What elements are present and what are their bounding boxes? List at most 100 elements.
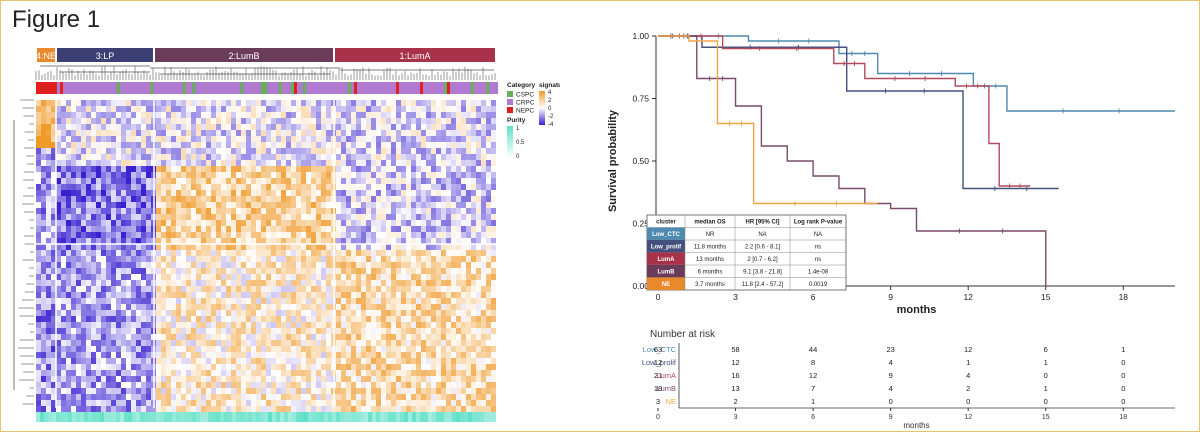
heatmap-cell [446, 340, 451, 346]
heatmap-cell [371, 130, 376, 136]
heatmap-cell [351, 358, 356, 364]
heatmap-cell [76, 370, 81, 376]
heatmap-cell [466, 370, 471, 376]
heatmap-cell [366, 172, 371, 178]
heatmap-cell [51, 346, 56, 352]
heatmap-cell [131, 310, 136, 316]
heatmap-cell [36, 298, 41, 304]
category-cell [204, 82, 207, 94]
heatmap-cell [91, 346, 96, 352]
heatmap-cell [411, 160, 416, 166]
heatmap-cell [381, 376, 386, 382]
heatmap-cell [181, 274, 186, 280]
heatmap-cell [341, 166, 346, 172]
heatmap-cell [221, 142, 226, 148]
heatmap-cell [346, 340, 351, 346]
heatmap-cell [271, 118, 276, 124]
heatmap-cell [91, 262, 96, 268]
heatmap-cell [451, 256, 456, 262]
heatmap-cell [281, 256, 286, 262]
heatmap-cell [276, 256, 281, 262]
heatmap-cell [441, 394, 446, 400]
heatmap-cell [286, 370, 291, 376]
heatmap-cell [361, 310, 366, 316]
heatmap-cell [391, 292, 396, 298]
heatmap-cell [431, 262, 436, 268]
heatmap-cell [71, 142, 76, 148]
heatmap-cell [191, 352, 196, 358]
heatmap-cell [206, 154, 211, 160]
heatmap-cell [321, 184, 326, 190]
heatmap-cell [486, 376, 491, 382]
heatmap-cell [226, 226, 231, 232]
heatmap-cell [391, 232, 396, 238]
heatmap-cell [366, 358, 371, 364]
heatmap-cell [161, 322, 166, 328]
heatmap-cell [211, 214, 216, 220]
heatmap-cell [131, 238, 136, 244]
heatmap-cell [286, 226, 291, 232]
category-cell [369, 82, 372, 94]
heatmap-cell [376, 244, 381, 250]
heatmap-cell [401, 262, 406, 268]
heatmap-cell [66, 208, 71, 214]
category-cell [249, 82, 252, 94]
heatmap-cell [326, 160, 331, 166]
heatmap-cell [181, 202, 186, 208]
heatmap-cell [106, 298, 111, 304]
heatmap-cell [191, 346, 196, 352]
heatmap-cell [456, 382, 461, 388]
heatmap-cell [186, 334, 191, 340]
heatmap-cell [491, 178, 496, 184]
heatmap-cell [191, 172, 196, 178]
category-cell [210, 82, 213, 94]
heatmap-cell [281, 286, 286, 292]
heatmap-cell [101, 364, 106, 370]
heatmap-cell [471, 370, 476, 376]
category-cell [51, 82, 54, 94]
heatmap-cell [61, 286, 66, 292]
category-cell [153, 82, 156, 94]
heatmap-cell [416, 226, 421, 232]
heatmap-cell [476, 328, 481, 334]
heatmap-cell [276, 106, 281, 112]
heatmap-cell [246, 208, 251, 214]
heatmap-cell [156, 400, 161, 406]
heatmap-cell [116, 382, 121, 388]
heatmap-cell [371, 394, 376, 400]
heatmap-cell [236, 178, 241, 184]
heatmap-cell [276, 316, 281, 322]
heatmap-cell [286, 334, 291, 340]
heatmap-cell [386, 154, 391, 160]
heatmap-cell [136, 100, 141, 106]
heatmap-cell [436, 322, 441, 328]
heatmap-cell [301, 202, 306, 208]
heatmap-cell [386, 280, 391, 286]
heatmap-cell [286, 166, 291, 172]
heatmap-cell [131, 166, 136, 172]
heatmap-cell [271, 178, 276, 184]
heatmap-cell [286, 298, 291, 304]
heatmap-cell [466, 328, 471, 334]
heatmap-cell [386, 100, 391, 106]
heatmap-cell [56, 118, 61, 124]
heatmap-cell [386, 232, 391, 238]
heatmap-cell [351, 388, 356, 394]
heatmap-cell [46, 106, 51, 112]
heatmap-cell [201, 214, 206, 220]
heatmap-cell [291, 166, 296, 172]
heatmap-cell [236, 190, 241, 196]
heatmap-cell [101, 196, 106, 202]
heatmap-cell [431, 232, 436, 238]
heatmap-cell [221, 388, 226, 394]
heatmap-cell [406, 154, 411, 160]
heatmap-cell [111, 346, 116, 352]
heatmap-cell [486, 316, 491, 322]
heatmap-cell [321, 364, 326, 370]
heatmap-cell [296, 148, 301, 154]
heatmap-cell [101, 376, 106, 382]
category-cell [306, 82, 309, 94]
heatmap-cell [471, 232, 476, 238]
heatmap-cell [41, 358, 46, 364]
heatmap-cell [236, 340, 241, 346]
